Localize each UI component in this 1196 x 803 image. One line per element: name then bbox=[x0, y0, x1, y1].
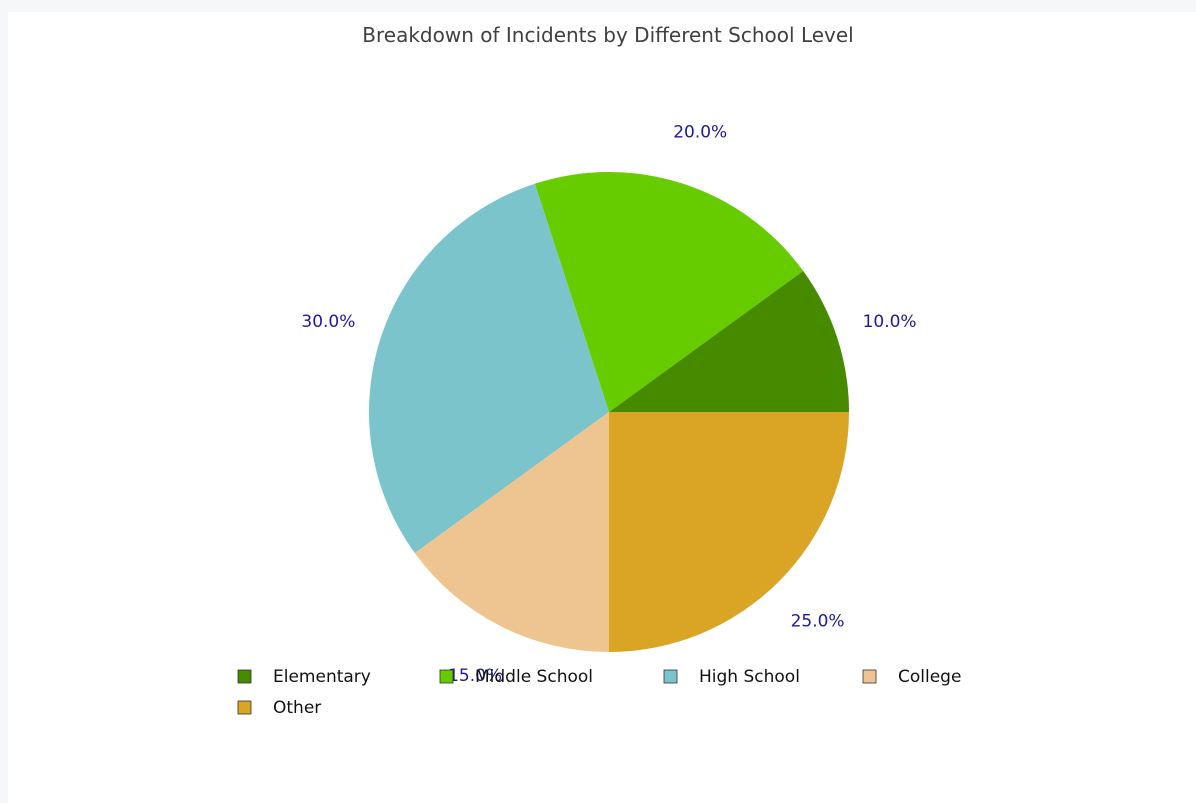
legend-label: College bbox=[898, 667, 961, 687]
pie-slice-high-school bbox=[369, 183, 609, 554]
legend-item: College bbox=[862, 667, 961, 687]
pie-slice-middle-school bbox=[534, 172, 804, 412]
legend-item: High School bbox=[663, 667, 800, 687]
chart-stage: Breakdown of Incidents by Different Scho… bbox=[8, 12, 1196, 803]
pie-value-label: 10.0% bbox=[863, 312, 917, 332]
legend-swatch bbox=[237, 669, 252, 684]
legend-swatch bbox=[663, 669, 678, 684]
legend-item: Elementary bbox=[237, 667, 371, 687]
pie-slices bbox=[369, 172, 849, 652]
legend-swatch bbox=[237, 700, 252, 715]
legend: Elementary Middle School High School Colleg… bbox=[237, 667, 961, 718]
pie-slice-college bbox=[414, 412, 609, 652]
pie-value-label: 20.0% bbox=[673, 122, 727, 142]
legend-swatch bbox=[439, 669, 454, 684]
legend-item: Middle School bbox=[439, 667, 593, 687]
legend-label: High School bbox=[699, 667, 800, 687]
pie-chart: Breakdown of Incidents by Different Scho… bbox=[237, 23, 961, 718]
pie-value-label: 15.0% bbox=[448, 666, 502, 686]
pie-value-label: 25.0% bbox=[791, 612, 845, 632]
pie-slice-elementary bbox=[609, 270, 849, 412]
legend-swatch bbox=[862, 669, 877, 684]
legend-item: Other bbox=[237, 698, 321, 718]
legend-label: Other bbox=[273, 698, 321, 718]
legend-label: Middle School bbox=[475, 667, 593, 687]
chart-title: Breakdown of Incidents by Different Scho… bbox=[362, 23, 853, 47]
pie-slice-other bbox=[609, 412, 849, 652]
pie-value-labels: 10.0% 20.0% 30.0% 15.0% 25.0% bbox=[301, 122, 916, 685]
pie-value-label: 30.0% bbox=[301, 312, 355, 332]
legend-label: Elementary bbox=[273, 667, 371, 687]
